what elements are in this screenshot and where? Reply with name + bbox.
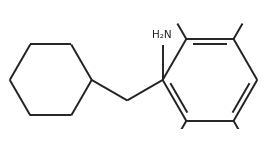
Text: H₂N: H₂N (152, 30, 171, 40)
